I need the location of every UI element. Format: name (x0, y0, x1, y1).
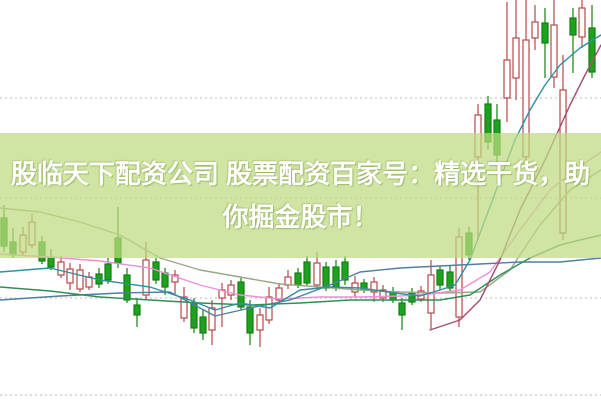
ma-teal (0, 34, 601, 311)
banner-text-line1: 股临天下配资公司 股票配资百家号：精选干货，助 (10, 158, 591, 189)
ma-steel-blue (0, 257, 601, 317)
banner-text-line2: 你掘金股市！ (222, 201, 379, 232)
promo-banner: 股临天下配资公司 股票配资百家号：精选干货，助 你掘金股市！ (0, 133, 601, 258)
